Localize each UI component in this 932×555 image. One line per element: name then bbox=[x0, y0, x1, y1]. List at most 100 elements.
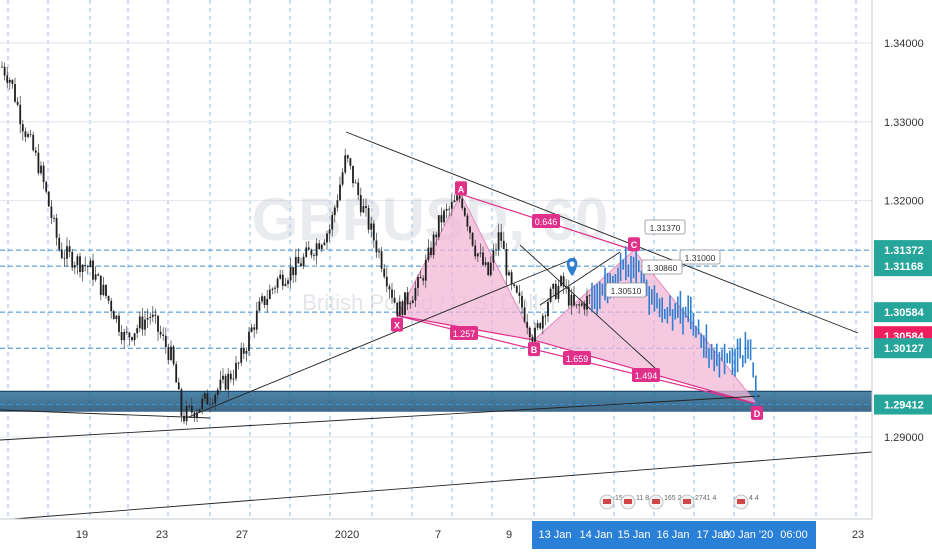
price-level-label: 1.30127 bbox=[884, 343, 924, 355]
candle-body bbox=[526, 321, 529, 328]
candle-body bbox=[461, 198, 464, 208]
ratio-badge bbox=[563, 351, 591, 365]
candle-body bbox=[185, 406, 188, 422]
candle-body bbox=[492, 250, 495, 263]
candle-body bbox=[554, 283, 557, 299]
price-level-badge bbox=[874, 256, 932, 277]
marker-dot bbox=[569, 261, 575, 267]
callout-box bbox=[605, 282, 647, 298]
candle-body bbox=[16, 101, 19, 105]
candle-body bbox=[580, 303, 583, 306]
candle-body bbox=[71, 251, 74, 268]
candle-body bbox=[34, 150, 37, 153]
candle-body bbox=[354, 182, 357, 184]
candle-body bbox=[131, 337, 133, 341]
candle-body bbox=[196, 412, 198, 418]
candle-body bbox=[211, 403, 214, 405]
pattern-point-label: C bbox=[631, 240, 638, 250]
callout-text: 1.31370 bbox=[650, 223, 681, 233]
pattern-leg bbox=[533, 249, 635, 341]
trend-line bbox=[185, 257, 576, 419]
flag-stripe bbox=[737, 499, 745, 504]
candle-body bbox=[359, 195, 362, 213]
candle-body bbox=[3, 66, 6, 76]
candle-body bbox=[86, 265, 89, 268]
candle-body bbox=[393, 297, 396, 303]
price-level-label: 1.30584 bbox=[884, 307, 925, 319]
event-count: 4 4 bbox=[749, 495, 759, 502]
event-count: 11 8 bbox=[636, 495, 649, 502]
price-level-badge bbox=[874, 240, 932, 261]
candle-body bbox=[63, 257, 66, 259]
ratio-badge bbox=[632, 368, 660, 382]
time-tick: 9 bbox=[506, 529, 512, 541]
candle-body bbox=[489, 262, 492, 276]
candle-body bbox=[331, 215, 334, 230]
flag-stripe bbox=[624, 499, 632, 504]
candle-body bbox=[463, 207, 466, 216]
range-date-label: 14 Jan bbox=[579, 529, 612, 541]
candle-body bbox=[557, 285, 560, 299]
candle-body bbox=[214, 394, 217, 404]
candle-body bbox=[409, 303, 412, 305]
candle-body bbox=[401, 301, 404, 315]
candle-body bbox=[107, 296, 110, 301]
candle-body bbox=[437, 215, 440, 238]
candle-body bbox=[417, 276, 419, 288]
candle-body bbox=[99, 275, 102, 295]
location-marker-icon bbox=[566, 258, 578, 276]
candle-body bbox=[102, 284, 105, 295]
candle-body bbox=[365, 206, 367, 208]
candle-body bbox=[21, 124, 24, 132]
candle-body bbox=[144, 319, 146, 330]
trend-line bbox=[0, 451, 873, 521]
candle-body bbox=[89, 260, 92, 268]
candle-body bbox=[162, 334, 165, 336]
candle-body bbox=[118, 315, 120, 333]
candle-body bbox=[94, 274, 97, 280]
range-date-label: 16 Jan bbox=[656, 529, 689, 541]
range-date-label: 13 Jan bbox=[538, 529, 571, 541]
candle-body bbox=[539, 323, 542, 329]
candle-body bbox=[320, 244, 323, 250]
candle-body bbox=[305, 247, 308, 257]
pattern-point-label: X bbox=[394, 321, 400, 331]
candle-body bbox=[255, 310, 258, 330]
candle-body bbox=[281, 274, 284, 286]
range-date-label: 17 Jan bbox=[696, 529, 729, 541]
candle-body bbox=[224, 375, 227, 390]
candle-body bbox=[60, 249, 63, 258]
candle-body bbox=[242, 348, 245, 354]
candle-body bbox=[19, 104, 22, 125]
pattern-point-badge bbox=[751, 405, 763, 420]
candle-body bbox=[206, 393, 209, 405]
candle-body bbox=[167, 347, 170, 360]
candle-body bbox=[237, 362, 240, 364]
candle-body bbox=[292, 267, 295, 276]
price-level-label: 1.29412 bbox=[884, 400, 924, 412]
candle-body bbox=[37, 152, 40, 174]
candle-body bbox=[27, 134, 29, 137]
candle-body bbox=[40, 165, 42, 174]
candle-body bbox=[279, 274, 282, 279]
candle-body bbox=[531, 337, 534, 342]
candle-body bbox=[427, 247, 430, 260]
candle-body bbox=[484, 262, 487, 265]
candle-body bbox=[495, 249, 497, 251]
candle-body bbox=[385, 276, 388, 287]
callout-text: 1.30860 bbox=[647, 263, 678, 273]
candle-body bbox=[250, 327, 253, 332]
candle-body bbox=[157, 315, 159, 332]
candle-body bbox=[573, 294, 575, 306]
ratio-label: 1.494 bbox=[635, 371, 658, 381]
candle-body bbox=[55, 218, 58, 238]
candle-body bbox=[443, 210, 445, 223]
candle-body bbox=[47, 191, 50, 207]
candle-body bbox=[284, 283, 287, 286]
candle-body bbox=[500, 232, 503, 241]
candle-body bbox=[188, 406, 191, 407]
trend-line bbox=[0, 409, 211, 419]
candle-body bbox=[362, 206, 365, 213]
candle-body bbox=[567, 287, 570, 306]
